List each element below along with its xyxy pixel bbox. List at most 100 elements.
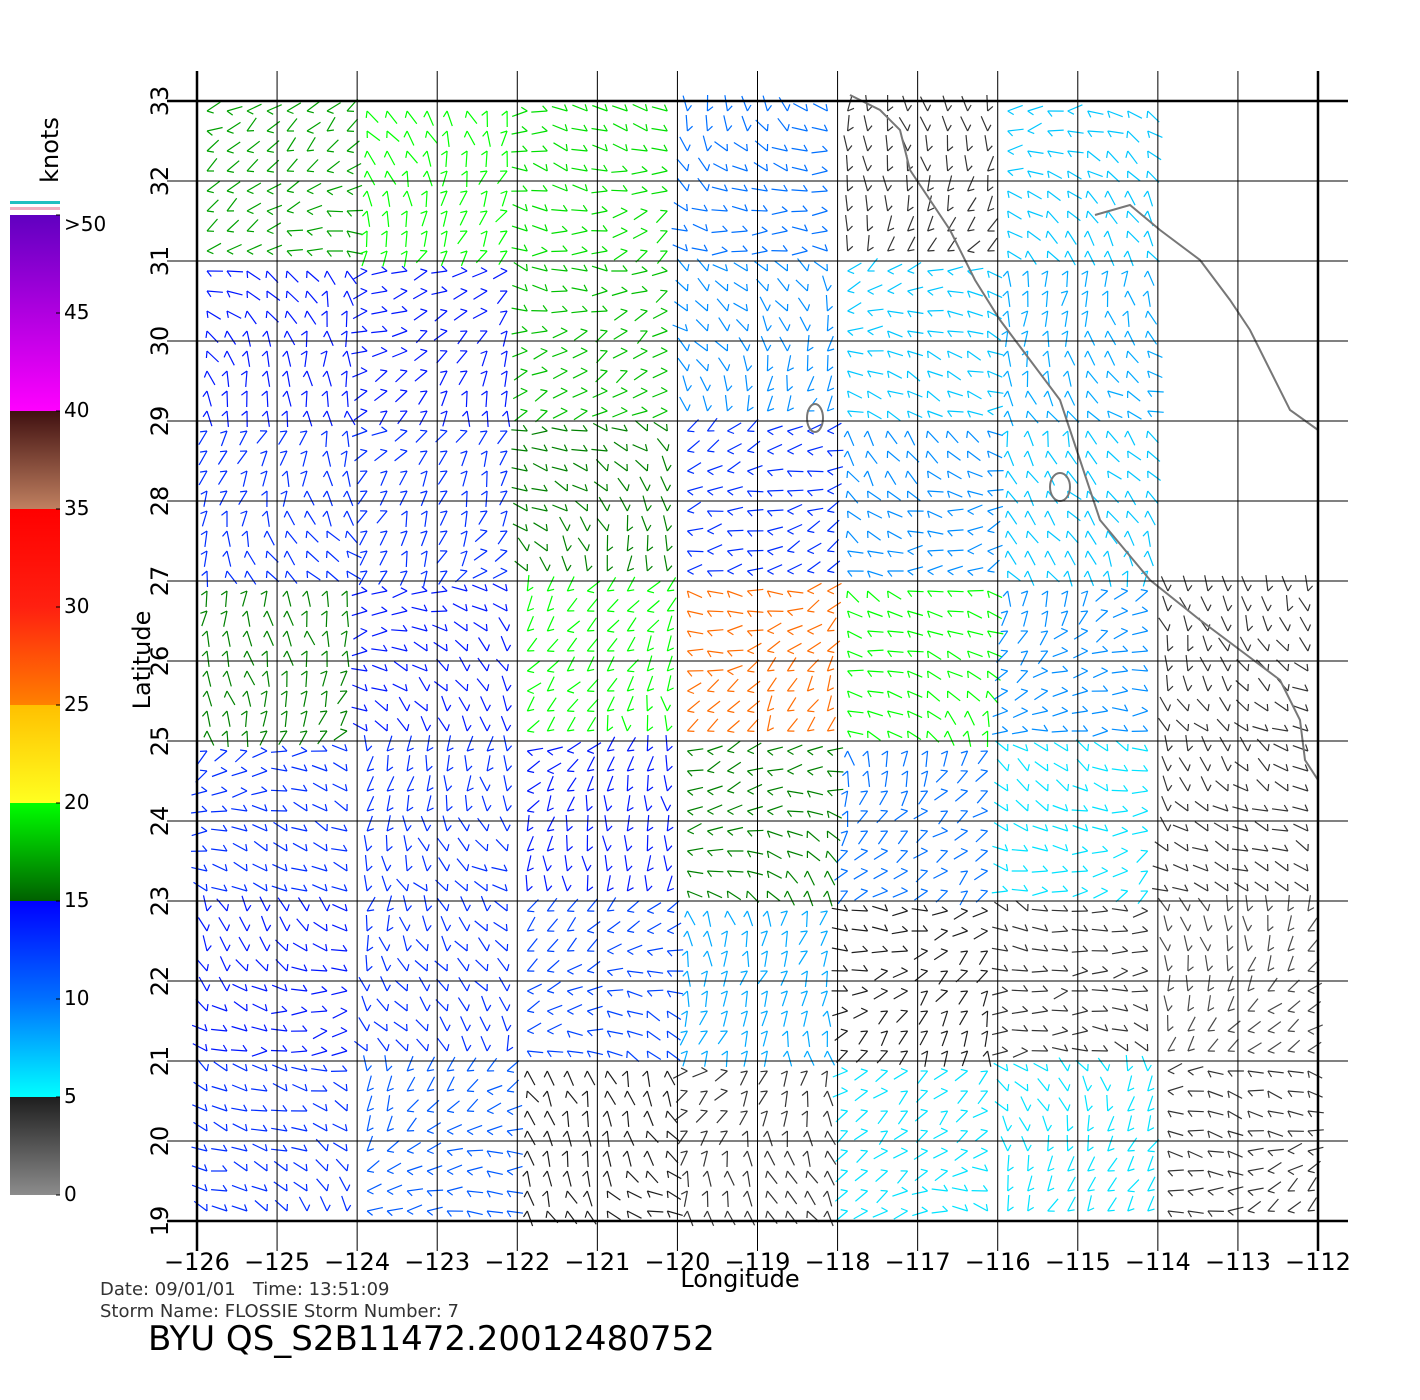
- wind-barb: [415, 1019, 428, 1032]
- wind-barb-tick: [705, 224, 708, 232]
- wind-barb: [702, 135, 708, 152]
- wind-barb: [627, 970, 644, 974]
- wind-barb: [1111, 930, 1128, 933]
- wind-barb: [552, 370, 568, 380]
- wind-barb-tick: [480, 529, 488, 532]
- wind-barb-tick: [803, 164, 808, 172]
- wind-barb: [476, 678, 488, 692]
- wind-barb: [727, 665, 743, 672]
- wind-barb: [671, 227, 688, 232]
- wind-barb-tick: [440, 370, 448, 373]
- wind-barb: [1247, 1042, 1262, 1052]
- wind-barb-tick: [867, 630, 872, 638]
- wind-barb: [1027, 150, 1044, 154]
- wind-barb: [827, 770, 844, 773]
- wind-barb-tick: [506, 984, 511, 992]
- wind-barb: [847, 470, 860, 483]
- wind-barb: [1164, 735, 1169, 752]
- wind-barb: [787, 563, 803, 572]
- wind-barb-tick: [1047, 130, 1053, 137]
- wind-barb: [711, 186, 728, 192]
- wind-barb-tick: [1287, 1030, 1295, 1033]
- wind-barb-tick: [1264, 724, 1269, 732]
- wind-barb-tick: [1024, 250, 1029, 258]
- wind-barb: [837, 890, 849, 905]
- wind-barb: [934, 790, 948, 801]
- wind-barb-tick: [423, 624, 428, 632]
- wind-barb-tick: [947, 290, 952, 298]
- wind-barb-tick: [627, 688, 635, 692]
- wind-barb-tick: [1103, 250, 1109, 258]
- wind-barb-tick: [426, 924, 432, 932]
- wind-barb: [672, 324, 688, 332]
- wind-barb-tick: [286, 943, 289, 952]
- wind-barb-tick: [820, 950, 828, 955]
- wind-barb: [867, 390, 882, 400]
- wind-barb: [366, 150, 376, 166]
- wind-barb: [366, 110, 379, 124]
- wind-barb: [942, 95, 949, 112]
- wind-barb: [547, 1050, 564, 1053]
- wind-barb-tick: [1122, 645, 1129, 652]
- wind-barb-tick: [541, 325, 548, 332]
- wind-barb: [651, 170, 668, 176]
- wind-barb-tick: [887, 510, 891, 518]
- wind-barb-tick: [306, 230, 313, 236]
- wind-barb-tick: [460, 370, 468, 373]
- wind-barb: [1292, 686, 1309, 692]
- wind-barb-tick: [342, 350, 348, 357]
- wind-barb: [967, 240, 981, 252]
- wind-barb: [394, 1000, 408, 1012]
- wind-barb: [791, 189, 808, 192]
- wind-barb-tick: [206, 190, 214, 194]
- wind-barb-tick: [887, 166, 894, 172]
- wind-barb: [1196, 698, 1209, 712]
- wind-barb-tick: [1287, 643, 1290, 652]
- wind-barb: [967, 543, 983, 552]
- wind-barb: [927, 309, 944, 312]
- wind-barb-tick: [787, 510, 794, 515]
- wind-barb: [396, 878, 408, 892]
- wind-barb: [826, 617, 837, 632]
- wind-barb: [767, 526, 784, 532]
- wind-barb-tick: [1167, 665, 1173, 672]
- wind-barb: [606, 677, 618, 692]
- wind-barb: [762, 1030, 768, 1047]
- wind-barb-tick: [1246, 763, 1249, 772]
- wind-barb: [219, 956, 228, 972]
- wind-barb-tick: [686, 144, 691, 152]
- wind-barb-tick: [246, 270, 249, 279]
- wind-barb-tick: [706, 570, 713, 577]
- wind-barb: [286, 270, 299, 283]
- wind-barb-tick: [1167, 824, 1172, 832]
- wind-barb: [604, 855, 608, 872]
- wind-barb: [405, 230, 408, 247]
- wind-barb-tick: [962, 730, 969, 737]
- wind-barb: [766, 656, 777, 672]
- wind-barb-tick: [901, 770, 908, 776]
- wind-barb: [1047, 430, 1049, 448]
- wind-barb-tick: [1025, 823, 1029, 832]
- wind-barb: [1127, 110, 1143, 119]
- wind-barb-tick: [326, 170, 334, 174]
- wind-barb-tick: [1082, 725, 1089, 732]
- wind-barb-tick: [1267, 624, 1273, 632]
- wind-barb: [652, 350, 668, 358]
- wind-barb: [456, 350, 468, 364]
- wind-barb: [967, 350, 982, 361]
- wind-barb: [880, 1030, 889, 1047]
- wind-barb-tick: [564, 504, 568, 512]
- wind-barb-tick: [265, 570, 268, 579]
- wind-barb: [655, 290, 668, 303]
- wind-barb: [262, 710, 268, 727]
- wind-barb-tick: [222, 670, 228, 678]
- wind-barb-tick: [782, 1050, 788, 1057]
- wind-barb-tick: [863, 904, 869, 912]
- wind-barb: [718, 357, 728, 372]
- wind-barb-tick: [1007, 210, 1010, 218]
- wind-barb: [947, 508, 964, 512]
- wind-barb: [433, 681, 448, 692]
- wind-barb-tick: [340, 710, 348, 714]
- wind-barb: [500, 635, 508, 652]
- wind-barb: [1113, 630, 1128, 640]
